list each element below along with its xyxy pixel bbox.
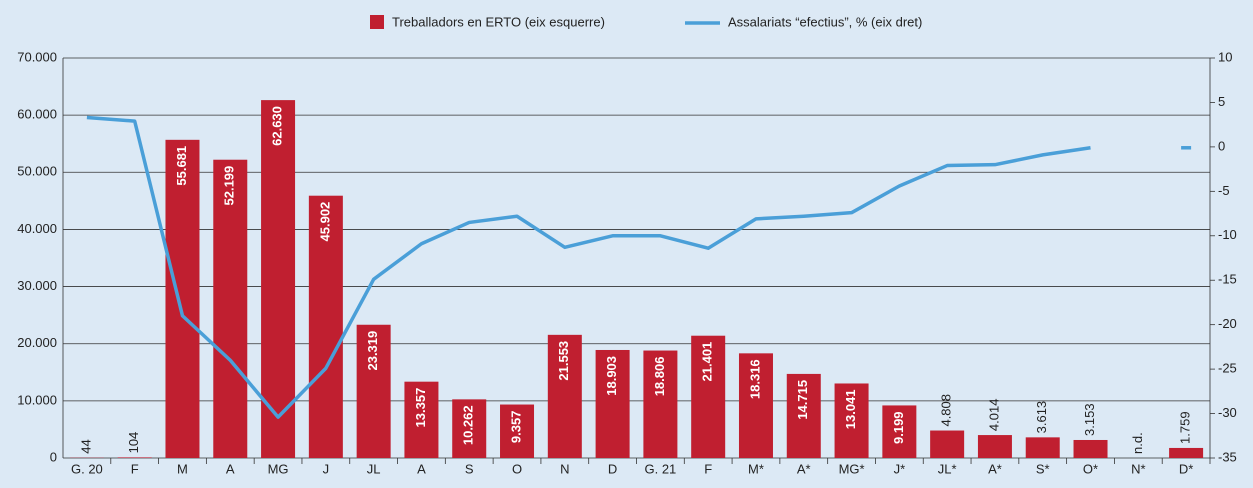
value-label: 18.316 xyxy=(747,359,762,399)
bar xyxy=(643,350,678,458)
value-label: 23.319 xyxy=(365,331,380,371)
y-tick-label: 50.000 xyxy=(17,164,57,179)
bar xyxy=(691,335,726,458)
bar xyxy=(547,334,582,458)
value-label: 9.357 xyxy=(508,411,523,444)
y2-tick-label: -35 xyxy=(1218,449,1237,464)
x-tick-label: JL xyxy=(367,461,381,476)
y2-tick-label: 10 xyxy=(1218,49,1232,64)
y-tick-label: 0 xyxy=(50,449,57,464)
y-tick-label: 40.000 xyxy=(17,221,57,236)
y2-tick-label: -15 xyxy=(1218,272,1237,287)
y2-tick-label: -5 xyxy=(1218,183,1230,198)
y2-tick-label: -20 xyxy=(1218,316,1237,331)
x-tick-label: D* xyxy=(1179,461,1193,476)
bar xyxy=(1169,447,1204,458)
bar xyxy=(834,383,869,458)
y2-tick-label: 5 xyxy=(1218,94,1225,109)
x-tick-label: M* xyxy=(748,461,764,476)
bar xyxy=(1073,439,1108,458)
x-tick-label: A* xyxy=(797,461,811,476)
bar xyxy=(213,159,248,458)
value-label: n.d. xyxy=(1130,432,1145,454)
value-label: 3.153 xyxy=(1082,403,1097,436)
legend-swatch xyxy=(370,15,384,29)
x-tick-label: MG* xyxy=(839,461,865,476)
x-tick-label: F xyxy=(704,461,712,476)
x-tick-label: G. 20 xyxy=(71,461,103,476)
bar xyxy=(404,381,439,458)
value-label: 3.613 xyxy=(1034,401,1049,434)
value-label: 13.041 xyxy=(843,389,858,429)
x-tick-label: N xyxy=(560,461,569,476)
value-label: 10.262 xyxy=(461,405,476,445)
x-tick-label: M xyxy=(177,461,188,476)
bar xyxy=(882,405,917,458)
x-tick-label: A xyxy=(417,461,426,476)
line xyxy=(86,115,1091,419)
x-tick-label: S* xyxy=(1036,461,1050,476)
bar xyxy=(930,430,965,458)
y-tick-label: 60.000 xyxy=(17,107,57,122)
bar xyxy=(500,404,535,458)
x-tick-label: F xyxy=(131,461,139,476)
x-tick-label: J* xyxy=(894,461,906,476)
value-label: 62.630 xyxy=(270,106,285,146)
bar xyxy=(595,349,630,458)
y-tick-label: 20.000 xyxy=(17,335,57,350)
x-tick-label: D xyxy=(608,461,617,476)
bar xyxy=(1025,437,1060,458)
value-label: 9.199 xyxy=(891,411,906,444)
x-tick-label: A* xyxy=(988,461,1002,476)
x-tick-label: N* xyxy=(1131,461,1145,476)
legend-label: Treballadors en ERTO (eix esquerre) xyxy=(392,14,605,29)
x-tick-label: G. 21 xyxy=(644,461,676,476)
value-label: 21.401 xyxy=(700,342,715,382)
bar xyxy=(117,457,152,458)
y-tick-label: 70.000 xyxy=(17,49,57,64)
x-tick-label: O* xyxy=(1083,461,1098,476)
value-label: 4.014 xyxy=(986,399,1001,432)
value-label: 4.808 xyxy=(939,394,954,427)
value-label: 14.715 xyxy=(795,380,810,420)
value-label: 21.553 xyxy=(556,341,571,381)
value-label: 104 xyxy=(126,432,141,454)
x-tick-label: J xyxy=(323,461,330,476)
x-tick-label: MG xyxy=(268,461,289,476)
value-label: 44 xyxy=(78,439,93,453)
y2-tick-label: -10 xyxy=(1218,227,1237,242)
x-tick-label: O xyxy=(512,461,522,476)
value-label: 18.903 xyxy=(604,356,619,396)
y2-tick-label: 0 xyxy=(1218,138,1225,153)
bar xyxy=(261,100,296,458)
value-label: 45.902 xyxy=(317,202,332,242)
bar xyxy=(977,435,1012,458)
bar xyxy=(308,195,343,458)
value-label: 52.199 xyxy=(222,166,237,206)
bar xyxy=(452,399,487,458)
bar xyxy=(786,373,821,458)
x-tick-label: JL* xyxy=(938,461,957,476)
bar xyxy=(356,324,391,458)
y2-tick-label: -30 xyxy=(1218,405,1237,420)
legend-label: Assalariats “efectius”, % (eix dret) xyxy=(728,14,922,29)
y2-tick-label: -25 xyxy=(1218,361,1237,376)
x-tick-label: A xyxy=(226,461,235,476)
y-tick-label: 10.000 xyxy=(17,392,57,407)
bar xyxy=(165,139,200,458)
value-label: 55.681 xyxy=(174,146,189,186)
value-label: 1.759 xyxy=(1178,411,1193,444)
value-label: 18.806 xyxy=(652,357,667,397)
y-tick-label: 30.000 xyxy=(17,278,57,293)
x-tick-label: S xyxy=(465,461,474,476)
bar xyxy=(738,353,773,458)
value-label: 13.357 xyxy=(413,388,428,428)
